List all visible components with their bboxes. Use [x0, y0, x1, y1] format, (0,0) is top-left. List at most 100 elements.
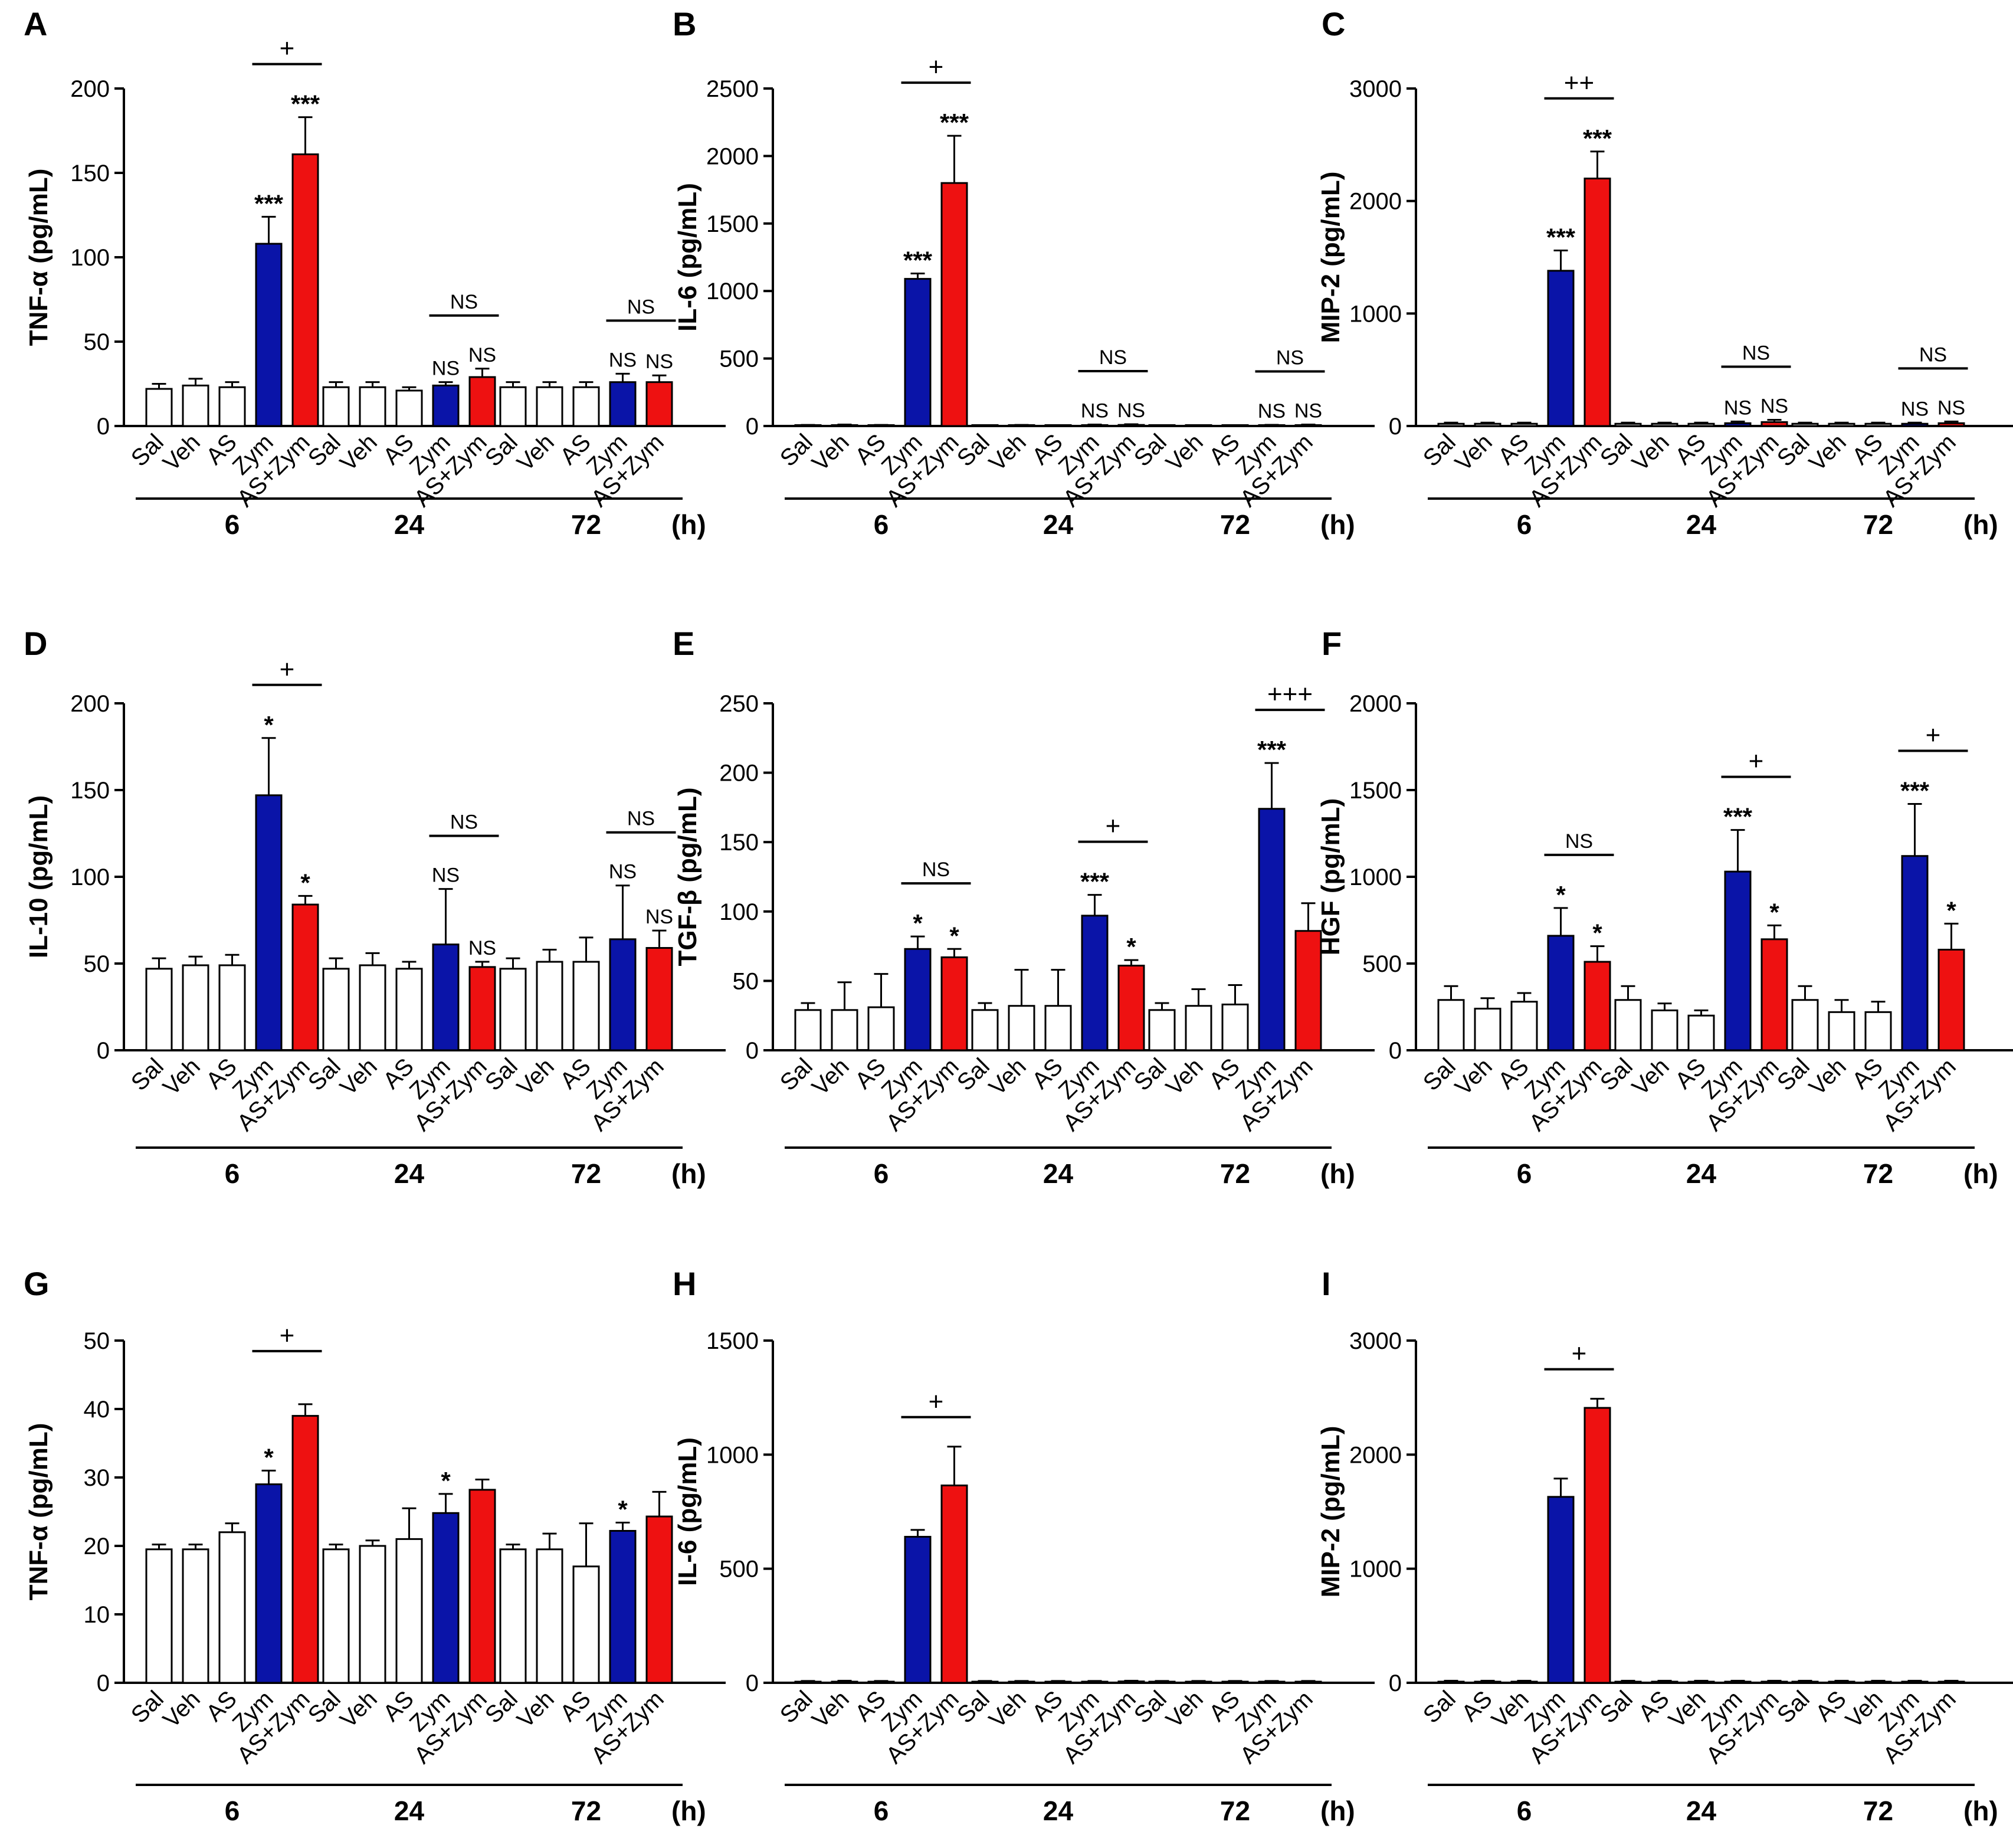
time-group-label: 6	[874, 1158, 889, 1189]
bar-I-72-Zym	[1901, 1680, 1929, 1684]
bar-H-72-Veh	[1185, 1680, 1212, 1684]
y-tick-label: 2000	[1349, 691, 1402, 717]
y-tick-label: 50	[84, 329, 110, 355]
bar-E-72-AS	[1221, 1003, 1249, 1051]
y-tick-label: 0	[97, 1670, 110, 1696]
x-category-label: Veh	[158, 1686, 205, 1733]
bar-E-24-Veh	[1008, 1005, 1035, 1051]
x-category-label: Sal	[1129, 429, 1172, 471]
x-category-label: AS	[1634, 1686, 1674, 1726]
bar-G-6-Zym	[255, 1483, 283, 1684]
x-category-label: Sal	[775, 1053, 818, 1096]
x-category-label: Sal	[1418, 429, 1461, 471]
y-tick-label: 150	[70, 160, 110, 186]
significance-mark: NS	[609, 349, 637, 371]
bar-F-6-Sal	[1437, 999, 1465, 1051]
significance-mark: *	[441, 1467, 451, 1495]
y-tick-label: 2000	[1349, 189, 1402, 215]
bar-F-24-Sal	[1614, 999, 1642, 1051]
time-unit-label: (h)	[1963, 509, 1998, 540]
x-category-label: Sal	[1129, 1053, 1172, 1096]
y-tick-label: 500	[719, 1557, 759, 1582]
y-tick-label: 0	[746, 1670, 759, 1696]
x-category-label: Sal	[1772, 1686, 1815, 1728]
panel-letter: A	[24, 5, 47, 42]
time-unit-label: (h)	[1320, 1795, 1355, 1826]
bar-D-6-Zym	[255, 794, 283, 1051]
significance-mark: NS	[645, 350, 673, 373]
y-tick-label: 500	[719, 346, 759, 372]
comparison-label: NS	[922, 859, 950, 881]
y-tick-label: 0	[1389, 414, 1402, 440]
time-group-label: 72	[571, 509, 601, 540]
bar-A-6-AS	[218, 386, 246, 427]
x-category-label: Sal	[1595, 1686, 1638, 1728]
x-category-label: Sal	[1418, 1053, 1461, 1096]
panel-letter: C	[1322, 5, 1345, 42]
bar-G-6-Sal	[145, 1548, 173, 1684]
bar-B-72-AS+Zym	[1294, 424, 1322, 427]
significance-mark: ***	[254, 189, 284, 217]
bar-A-6-Veh	[182, 384, 209, 427]
bar-I-24-Zym	[1724, 1680, 1752, 1684]
x-category-label: Veh	[984, 1686, 1031, 1733]
bar-A-6-AS+Zym	[291, 153, 319, 427]
bar-G-72-Veh	[536, 1548, 563, 1684]
bar-E-72-AS+Zym	[1294, 930, 1322, 1051]
x-category-label: Veh	[512, 1686, 559, 1733]
x-category-label: Veh	[1804, 429, 1851, 476]
bar-C-72-AS	[1864, 422, 1892, 427]
bar-G-24-Sal	[322, 1548, 350, 1684]
x-category-label: Veh	[335, 429, 382, 476]
comparison-label: +	[1572, 1339, 1587, 1368]
y-tick-label: 0	[746, 414, 759, 440]
time-unit-label: (h)	[1320, 1158, 1355, 1189]
y-tick-label: 2000	[1349, 1442, 1402, 1468]
bar-G-6-Veh	[182, 1548, 209, 1684]
bar-D-24-Zym	[432, 943, 460, 1051]
y-tick-label: 50	[84, 1328, 110, 1354]
comparison-label: +	[1926, 721, 1941, 750]
bar-B-24-Sal	[971, 424, 999, 427]
y-tick-label: 500	[1362, 951, 1402, 977]
comparison-label: +	[280, 34, 295, 63]
y-tick-label: 1000	[706, 278, 759, 304]
bar-B-72-AS	[1221, 424, 1249, 427]
bar-F-24-Zym	[1724, 870, 1752, 1051]
y-tick-label: 3000	[1349, 76, 1402, 102]
bar-I-6-AS+Zym	[1583, 1407, 1611, 1684]
bar-A-24-Zym	[432, 384, 460, 427]
bar-A-24-AS	[395, 389, 423, 427]
bar-D-6-AS	[218, 964, 246, 1051]
bar-E-6-Zym	[904, 948, 932, 1051]
y-tick-label: 50	[84, 951, 110, 977]
bar-H-24-Veh	[1008, 1680, 1035, 1684]
bar-F-24-Veh	[1651, 1009, 1678, 1051]
time-group-label: 24	[1043, 1795, 1074, 1826]
y-tick-label: 2000	[706, 143, 759, 169]
bar-E-6-Sal	[794, 1009, 822, 1051]
y-tick-label: 150	[719, 830, 759, 856]
panel-letter: D	[24, 625, 47, 662]
bar-E-24-AS	[1044, 1005, 1072, 1051]
y-axis-label: TGF-β (pg/mL)	[673, 788, 702, 966]
significance-mark: ***	[1257, 736, 1287, 764]
bar-D-24-Veh	[359, 964, 386, 1051]
x-category-label: Veh	[1161, 1053, 1208, 1100]
significance-mark: ***	[1900, 777, 1930, 805]
bar-B-72-Sal	[1148, 424, 1176, 427]
significance-mark: *	[1946, 896, 1956, 924]
bar-A-24-AS+Zym	[468, 376, 496, 427]
y-tick-label: 0	[746, 1038, 759, 1064]
bar-F-24-AS	[1687, 1014, 1715, 1051]
bar-D-6-Sal	[145, 968, 173, 1051]
x-category-label: Veh	[984, 429, 1031, 476]
y-tick-label: 200	[719, 761, 759, 787]
bar-I-72-AS+Zym	[1937, 1680, 1965, 1684]
x-category-label: Sal	[1418, 1686, 1461, 1728]
comparison-label: NS	[450, 291, 478, 313]
